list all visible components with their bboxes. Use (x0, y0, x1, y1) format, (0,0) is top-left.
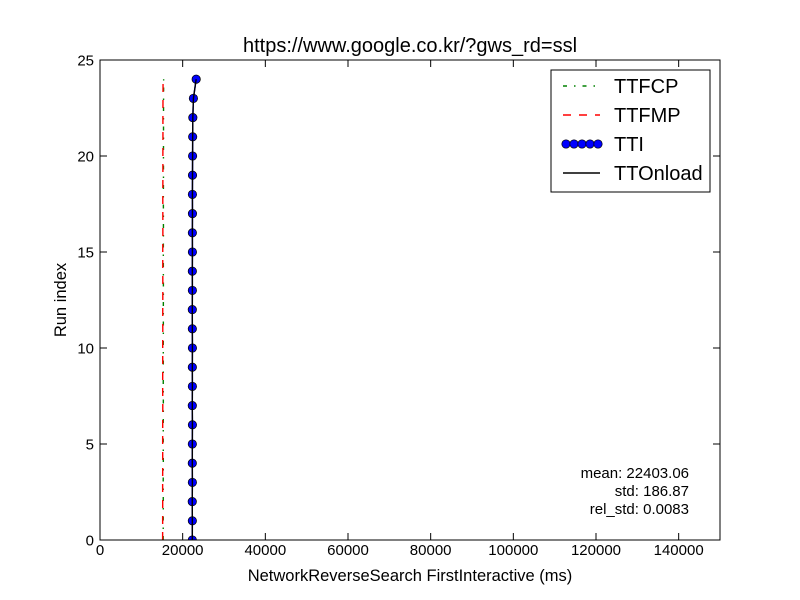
legend-entry-ttonload: TTOnload (563, 163, 703, 185)
plot-frame (99, 59, 721, 541)
legend-label-ttfcp: TTFCP (614, 76, 678, 98)
legend-label-tti: TTI (614, 134, 644, 156)
x-tick-label-0: 0 (96, 542, 104, 559)
series-tti (187, 74, 201, 540)
legend-entry-ttfmp: TTFMP (563, 105, 681, 127)
x-tick-label-1: 20000 (162, 542, 204, 559)
legend-entries: TTFCP TTFMP TTI TTOnload (561, 76, 703, 185)
legend: TTFCP TTFMP TTI TTOnload (550, 69, 711, 193)
y-tick-label-0: 0 (86, 532, 94, 549)
legend-marker-tti-0 (561, 139, 571, 149)
y-axis-label: Run index (52, 262, 70, 337)
x-tick-label-5: 100000 (488, 542, 538, 559)
series-layer (161, 74, 201, 540)
legend-marker-tti-3 (585, 139, 595, 149)
y-tick-label-4: 20 (77, 148, 94, 165)
legend-marker-tti-4 (593, 139, 603, 149)
legend-box (550, 69, 711, 193)
axis-ticks: 0 20000 40000 60000 80000 100000 120000 140000 0… (77, 52, 720, 559)
x-tick-label-6: 120000 (571, 542, 621, 559)
y-tick-label-5: 25 (77, 52, 94, 69)
legend-marker-tti-1 (569, 139, 579, 149)
series-line-ttonload (191, 79, 197, 540)
x-tick-label-3: 60000 (327, 542, 369, 559)
legend-entry-ttfcp: TTFCP (563, 76, 678, 98)
x-tick-label-7: 140000 (654, 542, 704, 559)
x-tick-label-2: 40000 (244, 542, 286, 559)
y-tick-label-1: 5 (86, 436, 94, 453)
stats-annotation: mean: 22403.06 std: 186.87 rel_std: 0.00… (581, 465, 689, 518)
x-tick-label-4: 80000 (410, 542, 452, 559)
legend-entry-tti: TTI (561, 134, 644, 156)
stats-mean: mean: 22403.06 (581, 465, 689, 482)
y-tick-label-3: 15 (77, 244, 94, 261)
legend-label-ttfmp: TTFMP (614, 105, 681, 127)
series-ttonload (191, 79, 197, 540)
chart-title: https://www.google.co.kr/?gws_rd=ssl (243, 35, 577, 57)
x-axis-label: NetworkReverseSearch FirstInteractive (m… (248, 567, 573, 585)
stats-rel-std: rel_std: 0.0083 (590, 501, 689, 518)
y-tick-label-2: 10 (77, 340, 94, 357)
stats-std: std: 186.87 (615, 483, 689, 500)
legend-marker-tti-2 (577, 139, 587, 149)
legend-label-ttonload: TTOnload (614, 163, 703, 185)
